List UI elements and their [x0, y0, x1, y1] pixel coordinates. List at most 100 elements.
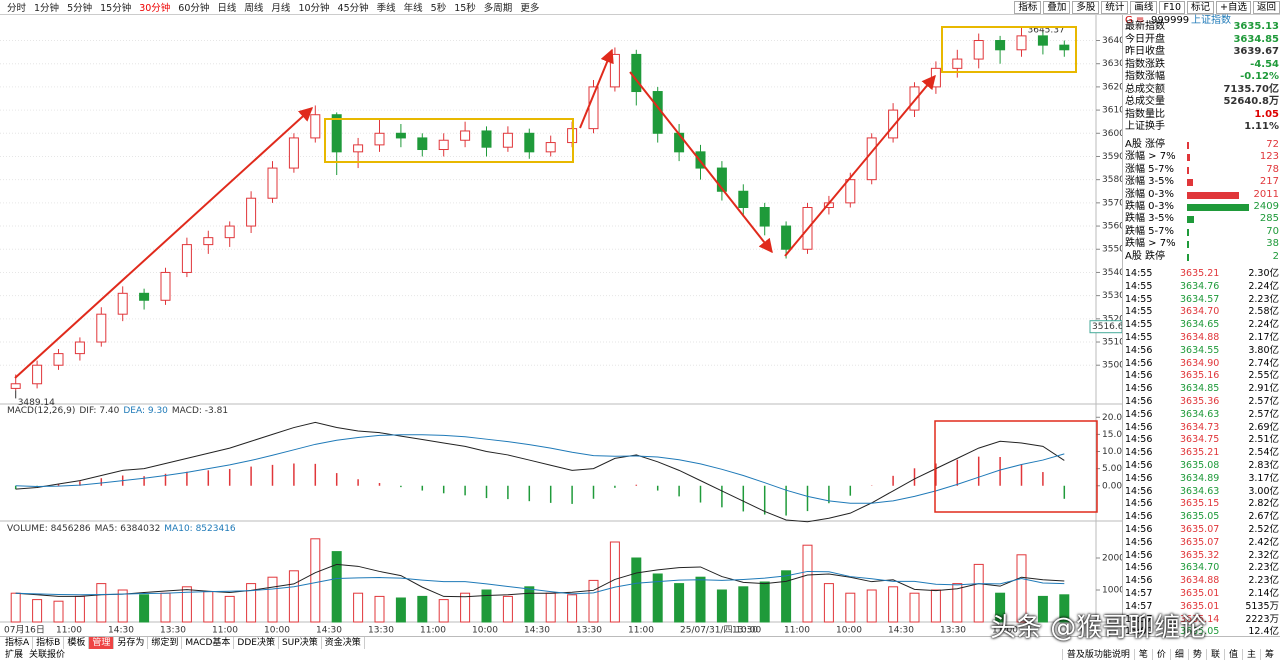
volume-bar [652, 573, 663, 623]
bottom-tab[interactable]: 扩展 [5, 650, 24, 660]
period-tab[interactable]: 多周期 [483, 3, 513, 14]
breadth-bar [1187, 241, 1189, 249]
period-tab[interactable]: 1分钟 [34, 3, 60, 14]
period-tab[interactable]: 60分钟 [178, 3, 210, 14]
volume-bar [973, 563, 984, 623]
period-tab[interactable]: 更多 [520, 3, 540, 14]
tick-amount: 2.54亿 [1248, 447, 1279, 459]
help-link[interactable]: 普及版功能说明 [1061, 649, 1134, 660]
breadth-count: 2011 [1253, 188, 1279, 200]
volume-bar [823, 583, 834, 623]
candle-body [224, 225, 235, 239]
bottom-tab[interactable]: 管理 [89, 637, 115, 649]
tick-amount: 5135万 [1245, 600, 1279, 612]
period-tab[interactable]: 45分钟 [337, 3, 369, 14]
tick-row: 14:56 3635.16 2.55亿 [1125, 370, 1279, 383]
side-button[interactable]: 细 [1169, 649, 1188, 660]
volume-bar [888, 586, 899, 623]
volume-bar [395, 597, 406, 623]
period-tab[interactable]: 5秒 [430, 3, 447, 14]
side-button[interactable]: 势 [1187, 649, 1206, 660]
ma10-line [15, 570, 1065, 596]
legend-entry: MACD: -3.81 [172, 406, 228, 416]
side-button[interactable]: 值 [1223, 649, 1242, 660]
volume-bar [246, 583, 257, 623]
tool-button[interactable]: 返回 [1252, 0, 1280, 14]
candle-body [267, 167, 278, 199]
side-button[interactable]: 笔 [1133, 649, 1152, 660]
cursor-price: 3516.6 [1092, 322, 1122, 332]
bottom-tab[interactable]: 指标B [33, 637, 65, 649]
tick-price: 3635.07 [1180, 524, 1220, 535]
bottom-tab[interactable]: SUP决策 [279, 637, 322, 649]
tick-price: 3634.57 [1180, 293, 1220, 305]
stat-row: 总成交额 7135.70亿 [1125, 84, 1279, 97]
tick-row: 14:57 3635.14 2223万 [1125, 614, 1279, 627]
tick-price: 3635.16 [1180, 370, 1220, 382]
tick-price: 3635.07 [1180, 536, 1220, 548]
stat-value: 52640.8万 [1223, 96, 1279, 107]
legend-entry: DEA: 9.30 [123, 406, 168, 416]
tick-price: 3634.88 [1180, 332, 1220, 343]
consolidation-box [324, 118, 574, 163]
tool-button[interactable]: F10 [1159, 0, 1185, 14]
period-tab[interactable]: 日线 [217, 3, 237, 14]
tick-price: 3635.21 [1180, 268, 1220, 279]
stat-label: 指数涨幅 [1125, 71, 1165, 82]
candle-body [888, 109, 899, 139]
bottom-tab[interactable]: 绑定到 [148, 637, 183, 649]
volume-bar [716, 589, 727, 623]
breadth-label: 跌幅 5-7% [1125, 225, 1175, 237]
tool-button[interactable]: 多股 [1072, 0, 1100, 14]
y-tick-label: 3610 [1102, 106, 1122, 116]
tick-price: 3634.55 [1180, 344, 1220, 356]
side-button[interactable]: 主 [1241, 649, 1260, 660]
period-tab[interactable]: 周线 [244, 3, 264, 14]
bottom-tab[interactable]: MACD基本 [182, 637, 235, 649]
tool-button[interactable]: 画线 [1130, 0, 1158, 14]
tool-button[interactable]: 标记 [1187, 0, 1215, 14]
period-tab[interactable]: 15秒 [454, 3, 476, 14]
candle-body [674, 132, 685, 153]
bottom-tab[interactable]: 另存为 [114, 637, 149, 649]
tick-price: 3634.70 [1180, 562, 1220, 574]
period-tab[interactable]: 月线 [271, 3, 291, 14]
period-tab[interactable]: 分时 [7, 3, 27, 14]
period-tab[interactable]: 10分钟 [298, 3, 330, 14]
tick-amount: 2.58亿 [1248, 306, 1279, 318]
bottom-tab[interactable]: 资金决策 [322, 637, 365, 649]
bottom-tab[interactable]: 关联报价 [29, 650, 66, 660]
volume-bar [545, 592, 556, 623]
stat-row: 指数涨跌 -4.54 [1125, 59, 1279, 72]
y-tick-label: 3600 [1102, 129, 1122, 139]
tool-button[interactable]: 统计 [1101, 0, 1129, 14]
period-tab[interactable]: 季线 [376, 3, 396, 14]
candle-body [995, 40, 1006, 51]
breadth-count: 217 [1259, 176, 1279, 188]
tool-button[interactable]: 叠加 [1043, 0, 1071, 14]
tick-time: 14:55 [1125, 268, 1153, 279]
tick-amount: 2.91亿 [1248, 383, 1279, 395]
volume-bar [353, 592, 364, 623]
period-tab[interactable]: 30分钟 [139, 3, 171, 14]
side-button[interactable]: 筹 [1259, 649, 1278, 660]
tick-price: 3634.89 [1180, 472, 1220, 484]
tool-button[interactable]: 指标 [1014, 0, 1042, 14]
bottom-tab[interactable]: 模板 [64, 637, 90, 649]
breadth-bar [1187, 253, 1189, 261]
bottom-tab[interactable]: DDE决策 [234, 637, 279, 649]
bottom-tab[interactable]: 指标A [2, 637, 34, 649]
tool-button[interactable]: +自选 [1216, 0, 1251, 14]
period-tab[interactable]: 15分钟 [100, 3, 132, 14]
tick-time: 14:56 [1125, 434, 1153, 446]
stat-label: 总成交量 [1125, 96, 1165, 107]
tick-amount: 3.17亿 [1248, 472, 1279, 484]
volume-bar [288, 570, 299, 623]
tick-price: 3635.15 [1180, 498, 1220, 510]
tick-amount: 2.51亿 [1248, 434, 1279, 446]
side-button[interactable]: 价 [1151, 649, 1170, 660]
period-tab[interactable]: 年线 [403, 3, 423, 14]
period-tab[interactable]: 5分钟 [67, 3, 93, 14]
side-button[interactable]: 联 [1205, 649, 1224, 660]
volume-bar [160, 592, 171, 623]
